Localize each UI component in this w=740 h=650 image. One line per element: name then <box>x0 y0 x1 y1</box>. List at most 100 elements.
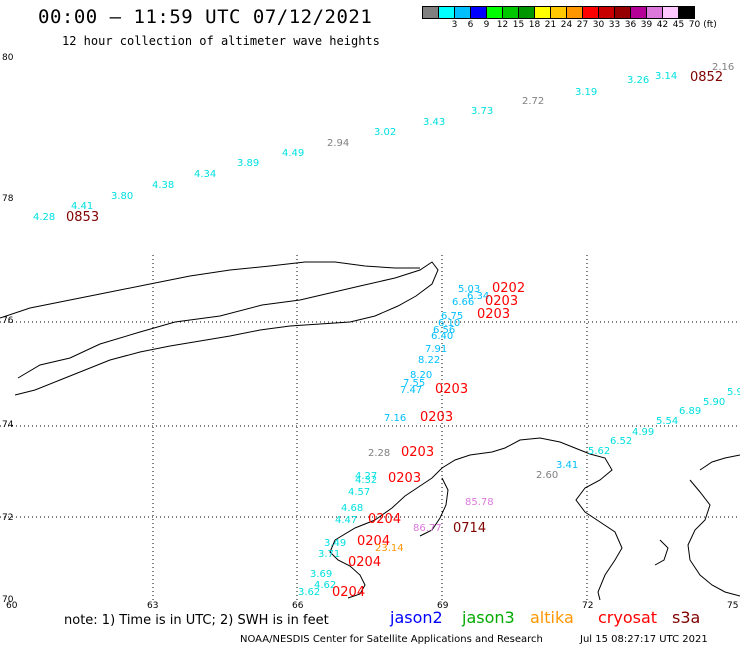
wave-height-label: 4.32 <box>355 475 377 486</box>
wave-height-label: 3.02 <box>374 127 396 138</box>
legend-altika: altika <box>530 608 574 627</box>
wave-height-label: 4.41 <box>71 201 93 212</box>
wave-height-label: 3.43 <box>423 117 445 128</box>
wave-height-label: 6.56 <box>433 325 455 336</box>
lat-label-76: 76 <box>2 316 14 326</box>
lon-label-69: 69 <box>437 601 449 611</box>
wave-height-label: 3.26 <box>627 75 649 86</box>
wave-height-label: 6.52 <box>610 436 632 447</box>
lat-label-70: 70 <box>2 595 14 605</box>
footer-note: note: 1) Time is in UTC; 2) SWH is in fe… <box>64 613 329 628</box>
lon-label-72: 72 <box>582 601 593 611</box>
scale-label: 21 <box>544 20 557 30</box>
wave-height-label: 6.40 <box>431 331 453 342</box>
wave-height-label: 2.72 <box>522 96 544 107</box>
wave-height-color-scale: 3 6 9 12 15 18 21 24 27 30 33 36 39 42 45 70 (ft) <box>422 6 740 33</box>
wave-height-label: 3.73 <box>471 106 493 117</box>
footer-timestamp: Jul 15 08:27:17 UTC 2021 <box>580 634 708 645</box>
wave-height-label: 6.10 <box>438 318 460 329</box>
wave-height-label: 4.34 <box>194 169 216 180</box>
wave-height-label: 3.19 <box>575 87 597 98</box>
pass-time-label: 0203 <box>485 294 518 309</box>
wave-height-label: 6.75 <box>441 311 463 322</box>
wave-height-label: 7.16 <box>384 413 406 424</box>
wave-height-label: 4.49 <box>282 148 304 159</box>
wave-height-label: 85.78 <box>465 497 494 508</box>
wave-height-label: 4.38 <box>152 180 174 191</box>
legend-jason3: jason3 <box>462 608 515 627</box>
color-scale-swatches <box>422 6 740 19</box>
wave-height-label: 4.28 <box>33 212 55 223</box>
wave-height-label: 3.80 <box>111 191 133 202</box>
wave-height-label: 3.14 <box>655 71 677 82</box>
scale-label: 39 <box>640 20 653 30</box>
wave-height-label: 4.57 <box>348 487 370 498</box>
legend-cryosat: cryosat <box>598 608 658 627</box>
lat-label-72: 72 <box>2 513 13 523</box>
wave-height-label: 23.14 <box>375 543 404 554</box>
wave-height-label: 2.60 <box>536 470 558 481</box>
wave-height-label: 4.62 <box>314 580 336 591</box>
legend-s3a: s3a <box>672 608 701 627</box>
wave-height-label: 7.47 <box>400 385 422 396</box>
lon-label-66: 66 <box>292 601 304 611</box>
color-scale-labels: 3 6 9 12 15 18 21 24 27 30 33 36 39 42 45 70 (ft) <box>422 19 740 33</box>
wave-height-label: 6.66 <box>452 297 474 308</box>
scale-label: 6 <box>467 20 474 30</box>
wave-height-label: 5.9 <box>727 387 740 398</box>
pass-time-label: 0853 <box>66 210 99 225</box>
lat-lon-grid <box>0 255 740 600</box>
wave-height-label: 86.77 <box>413 523 442 534</box>
wave-height-label: 7.91 <box>425 344 447 355</box>
wave-height-label: 3.41 <box>556 460 578 471</box>
scale-label: 33 <box>608 20 621 30</box>
lon-label-75: 75 <box>727 601 738 611</box>
scale-label: 42 <box>656 20 669 30</box>
lon-label-63: 63 <box>147 601 158 611</box>
wave-height-label: 2.16 <box>712 62 734 73</box>
pass-time-label: 0204 <box>368 512 401 527</box>
wave-height-label: 4.27 <box>355 471 377 482</box>
wave-height-label: 7.55 <box>403 378 425 389</box>
pass-time-label: 0202 <box>492 281 525 296</box>
scale-label: 30 <box>592 20 605 30</box>
wave-height-label: 5.62 <box>588 446 610 457</box>
wave-height-label: 2.94 <box>327 138 349 149</box>
wave-height-label: 3.49 <box>324 538 346 549</box>
footer-credit: NOAA/NESDIS Center for Satellite Applica… <box>240 634 543 645</box>
scale-label: 12 <box>496 20 509 30</box>
map-title: 00:00 – 11:59 UTC 07/12/2021 <box>38 6 373 28</box>
coastline <box>0 261 740 601</box>
scale-label: 45 <box>672 20 685 30</box>
pass-time-label: 0203 <box>477 307 510 322</box>
lon-label-60: 60 <box>6 601 18 611</box>
wave-height-label: 4.68 <box>341 503 363 514</box>
pass-time-label: 0203 <box>435 382 468 397</box>
wave-height-label: 5.90 <box>703 397 725 408</box>
scale-label: 15 <box>512 20 525 30</box>
legend-jason2: jason2 <box>390 608 443 627</box>
wave-height-label: 4.99 <box>632 427 654 438</box>
wave-height-label: 4.47 <box>335 515 357 526</box>
wave-height-label: 3.62 <box>298 587 320 598</box>
pass-time-label: 0203 <box>388 471 421 486</box>
pass-time-label: 0203 <box>420 410 453 425</box>
wave-height-label: 6.34 <box>467 291 489 302</box>
scale-label: 24 <box>560 20 573 30</box>
lat-label-78: 78 <box>2 194 14 204</box>
scale-label: 9 <box>483 20 490 30</box>
scale-label: 70 <box>688 20 701 30</box>
pass-time-label: 0203 <box>401 445 434 460</box>
wave-height-label: 6.89 <box>679 406 701 417</box>
pass-time-label: 0714 <box>453 521 486 536</box>
wave-height-label: 3.71 <box>318 549 340 560</box>
scale-label: 18 <box>528 20 541 30</box>
pass-time-label: 0204 <box>357 534 390 549</box>
scale-label: 27 <box>576 20 589 30</box>
pass-time-label: 0204 <box>348 555 381 570</box>
wave-height-label: 2.28 <box>368 448 390 459</box>
lat-label-80: 80 <box>2 53 14 63</box>
wave-height-label: 3.89 <box>237 158 259 169</box>
scale-label: 3 <box>451 20 458 30</box>
